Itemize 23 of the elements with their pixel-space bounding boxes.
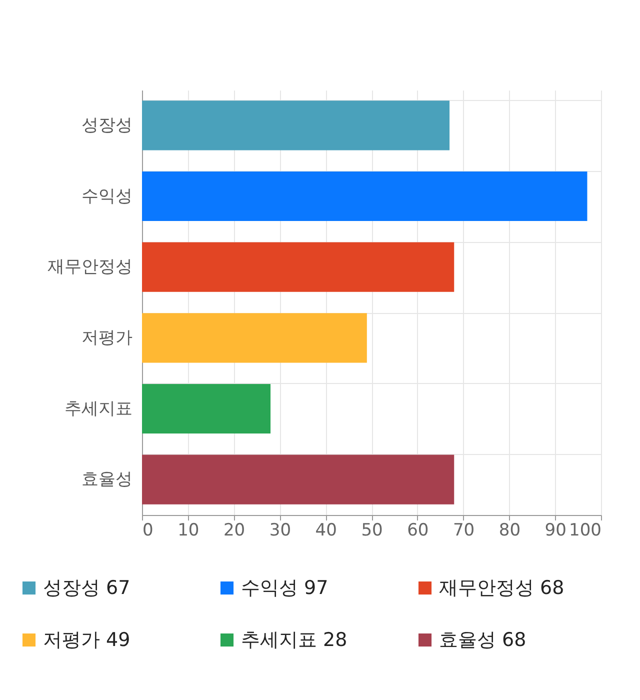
x-tick-label: 90: [544, 520, 566, 540]
x-tick-label: 60: [407, 520, 429, 540]
y-tick-label: 재무안정성: [48, 257, 132, 278]
legend-label: 성장성 67: [43, 577, 130, 599]
x-tick-label: 50: [361, 520, 383, 540]
legend-label: 효율성 68: [439, 629, 526, 651]
x-tick-label: 80: [498, 520, 521, 540]
x-tick-label: 30: [269, 520, 292, 540]
y-tick-label: 성장성: [82, 115, 132, 136]
y-tick-label: 추세지표: [64, 398, 132, 419]
x-tick-label: 20: [223, 520, 246, 540]
legend-label: 수익성 97: [241, 577, 328, 599]
x-tick-label: 40: [315, 520, 337, 540]
legend-label: 추세지표 28: [241, 629, 348, 651]
legend-label: 저평가 49: [43, 629, 130, 651]
legend-label: 재무안정성 68: [439, 577, 564, 599]
y-tick-label: 효율성: [82, 470, 132, 490]
y-tick-label: 수익성: [82, 186, 132, 206]
y-tick-label: 저평가: [82, 328, 132, 348]
x-tick-label: 0: [142, 520, 154, 540]
x-tick-label: 70: [452, 520, 475, 540]
x-tick-label: 10: [178, 520, 200, 540]
x-tick-label: 100: [569, 520, 602, 540]
